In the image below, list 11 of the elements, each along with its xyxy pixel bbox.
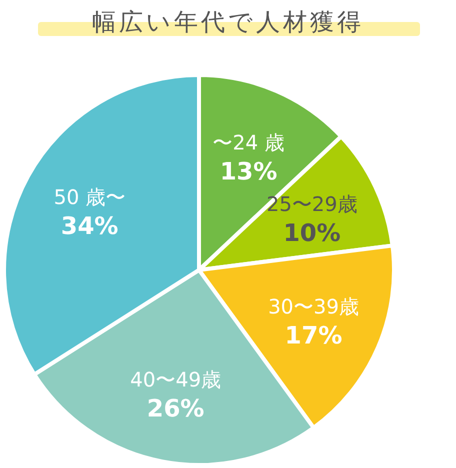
slice-label: 25〜29歳 — [266, 192, 358, 216]
data-label: 10% — [283, 218, 341, 247]
data-label: 26% — [146, 394, 204, 423]
data-label: 34% — [60, 212, 118, 240]
data-label: 13% — [220, 157, 278, 186]
slice-label: 50 歳〜 — [54, 184, 126, 209]
slice-label: 30〜39歳 — [268, 294, 359, 319]
chart-title: 幅広い年代で人材獲得 — [92, 8, 364, 36]
data-label: 17% — [284, 322, 342, 350]
slice-label: 〜24 歳 — [212, 130, 284, 154]
slice-label: 40〜49歳 — [130, 368, 222, 392]
